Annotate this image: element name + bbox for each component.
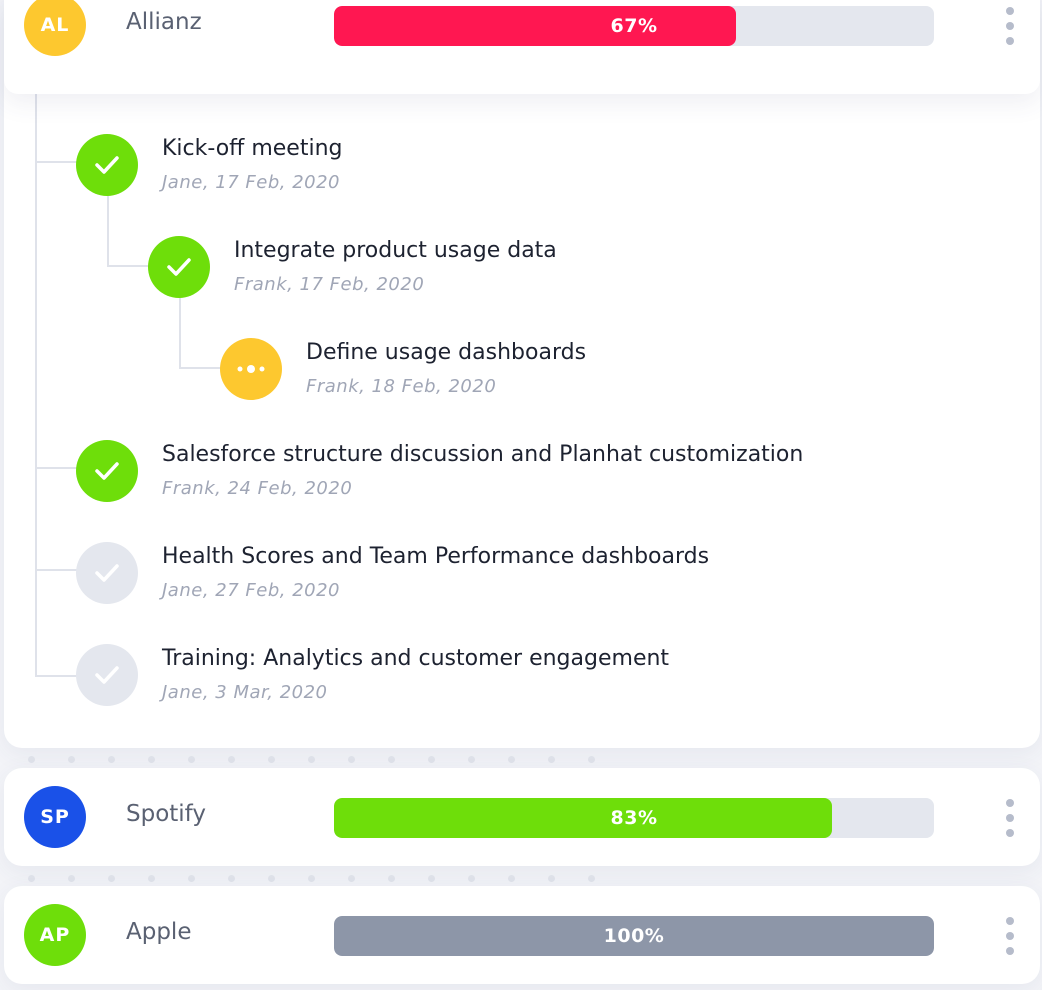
account-card-allianz: Kick-off meeting Jane, 17 Feb, 2020 Inte… — [4, 0, 1040, 748]
separator-dots — [28, 756, 628, 764]
check-icon — [95, 156, 119, 174]
task-meta: Frank, 24 Feb, 2020 — [162, 478, 353, 499]
task-title[interactable]: Integrate product usage data — [234, 238, 557, 263]
timeline-connector — [35, 569, 79, 571]
task-status-done[interactable] — [76, 440, 138, 502]
kebab-menu-icon[interactable] — [1000, 796, 1020, 840]
account-card-spotify[interactable]: SP Spotify 83% — [4, 768, 1040, 866]
progress-bar: 67% — [334, 6, 934, 46]
task-status-pending[interactable] — [76, 542, 138, 604]
timeline-connector — [35, 161, 79, 163]
task-status-in-progress[interactable] — [220, 338, 282, 400]
check-icon — [167, 258, 191, 276]
account-name[interactable]: Spotify — [126, 801, 206, 827]
task-title[interactable]: Define usage dashboards — [306, 340, 587, 365]
task-status-done[interactable] — [76, 134, 138, 196]
progress-label: 83% — [610, 807, 658, 829]
task-title[interactable]: Kick-off meeting — [162, 136, 343, 161]
timeline-connector — [35, 467, 79, 469]
kebab-menu-icon[interactable] — [1000, 4, 1020, 48]
task-meta: Jane, 27 Feb, 2020 — [162, 580, 340, 601]
timeline-connector — [179, 367, 223, 369]
task-status-done[interactable] — [148, 236, 210, 298]
timeline-connector — [107, 265, 151, 267]
task-title[interactable]: Health Scores and Team Performance dashb… — [162, 544, 710, 569]
timeline-connector — [107, 194, 109, 266]
ellipsis-icon — [237, 365, 265, 373]
progress-bar: 83% — [334, 798, 934, 838]
account-header[interactable]: AL Allianz 67% — [4, 0, 1040, 94]
check-icon — [95, 666, 119, 684]
account-name[interactable]: Allianz — [126, 9, 202, 35]
account-card-apple[interactable]: AP Apple 100% — [4, 886, 1040, 984]
task-meta: Frank, 17 Feb, 2020 — [234, 274, 425, 295]
progress-fill — [334, 6, 736, 46]
timeline-connector — [179, 296, 181, 368]
progress-bar: 100% — [334, 916, 934, 956]
task-meta: Jane, 3 Mar, 2020 — [162, 682, 328, 703]
account-name[interactable]: Apple — [126, 919, 192, 945]
progress-fill — [334, 916, 934, 956]
avatar: SP — [24, 786, 86, 848]
kebab-menu-icon[interactable] — [1000, 914, 1020, 958]
timeline-connector — [35, 675, 79, 677]
timeline-connector — [35, 92, 37, 676]
avatar: AL — [24, 0, 86, 56]
progress-fill — [334, 798, 832, 838]
progress-label: 100% — [603, 925, 665, 947]
task-meta: Frank, 18 Feb, 2020 — [306, 376, 497, 397]
check-icon — [95, 462, 119, 480]
task-title[interactable]: Training: Analytics and customer engagem… — [162, 646, 670, 671]
task-meta: Jane, 17 Feb, 2020 — [162, 172, 340, 193]
avatar: AP — [24, 904, 86, 966]
check-icon — [95, 564, 119, 582]
task-status-pending[interactable] — [76, 644, 138, 706]
progress-label: 67% — [610, 15, 658, 37]
task-title[interactable]: Salesforce structure discussion and Plan… — [162, 442, 804, 467]
separator-dots — [28, 875, 628, 883]
